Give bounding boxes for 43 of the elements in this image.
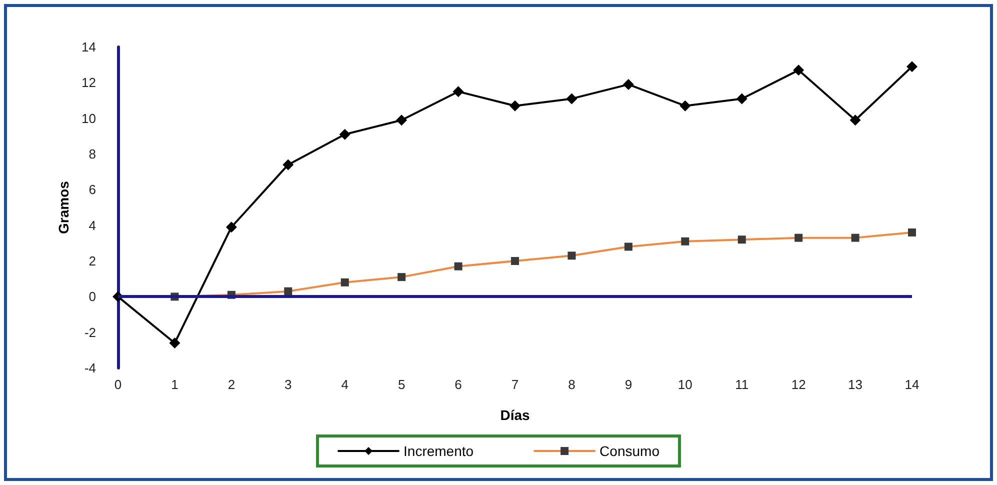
point xyxy=(736,93,748,104)
y-tick-label: 8 xyxy=(88,146,96,162)
point xyxy=(452,86,464,98)
x-tick-label: 5 xyxy=(398,377,406,392)
point xyxy=(906,61,918,72)
y-tick-label: 10 xyxy=(82,110,96,126)
y-tick-label: 6 xyxy=(88,182,96,198)
y-tick-label: 4 xyxy=(88,218,96,233)
x-tick-label: 10 xyxy=(678,377,692,392)
y-tick-label: -4 xyxy=(84,360,96,376)
x-tick-label: 8 xyxy=(568,377,576,392)
x-axis-title: Días xyxy=(500,407,530,423)
y-axis-title: Gramos xyxy=(56,180,72,234)
x-tick-label: 11 xyxy=(735,377,749,392)
x-tick-label: 6 xyxy=(454,377,462,392)
point xyxy=(622,78,634,90)
y-tick-label: 0 xyxy=(88,289,96,304)
x-tick-label: 4 xyxy=(341,377,348,392)
x-tick-label: 2 xyxy=(228,377,236,392)
point xyxy=(793,64,804,76)
legend-label: Incremento xyxy=(404,443,474,459)
legend-label: Consumo xyxy=(600,443,660,459)
point xyxy=(510,100,520,112)
y-tick-label: 12 xyxy=(82,75,96,90)
x-tick-label: 9 xyxy=(624,377,632,392)
point xyxy=(339,128,350,140)
x-tick-label: 7 xyxy=(511,377,519,392)
x-tick-label: 12 xyxy=(791,377,806,392)
point xyxy=(282,159,294,170)
x-tick-label: 0 xyxy=(114,377,122,392)
x-tick-label: 13 xyxy=(848,377,863,392)
point xyxy=(396,114,408,126)
y-tick-label: -2 xyxy=(84,324,96,340)
point xyxy=(680,100,691,112)
x-tick-label: 3 xyxy=(284,377,292,392)
y-tick-label: 14 xyxy=(82,40,96,54)
point xyxy=(169,338,180,349)
point xyxy=(226,222,237,233)
x-tick-label: 14 xyxy=(904,377,920,392)
x-tick-label: 1 xyxy=(171,377,178,392)
y-tick-label: 2 xyxy=(88,254,96,268)
point xyxy=(566,93,578,104)
point xyxy=(850,114,861,126)
